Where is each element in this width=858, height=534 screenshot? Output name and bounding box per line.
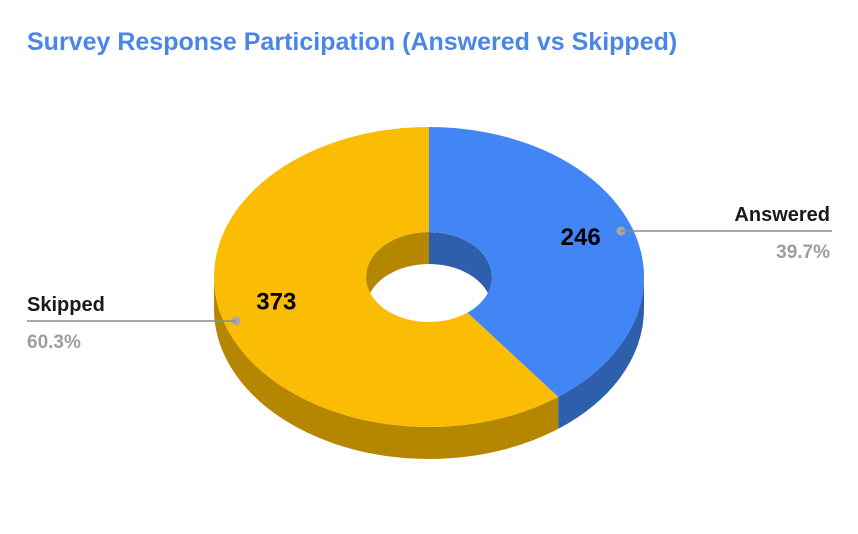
slice-name-answered: Answered [734,204,830,226]
slice-inner-wall-answered [429,232,492,309]
slice-side-answered [558,277,644,429]
slice-value-skipped: 373 [256,289,296,316]
slice-percent-skipped: 60.3% [27,332,81,353]
chart-title: Survey Response Participation (Answered … [27,28,678,56]
slice-inner-wall-skipped [366,232,429,309]
chart-labels: 246 Answered 39.7% 373 Skipped 60.3% [27,204,832,353]
slice-answered [429,127,644,397]
slice-value-answered: 246 [561,224,601,251]
chart-hole [366,232,492,322]
slice-percent-answered: 39.7% [776,242,830,263]
chart-sides [214,277,644,460]
slice-side-skipped [214,277,559,460]
slice-name-skipped: Skipped [27,294,105,316]
